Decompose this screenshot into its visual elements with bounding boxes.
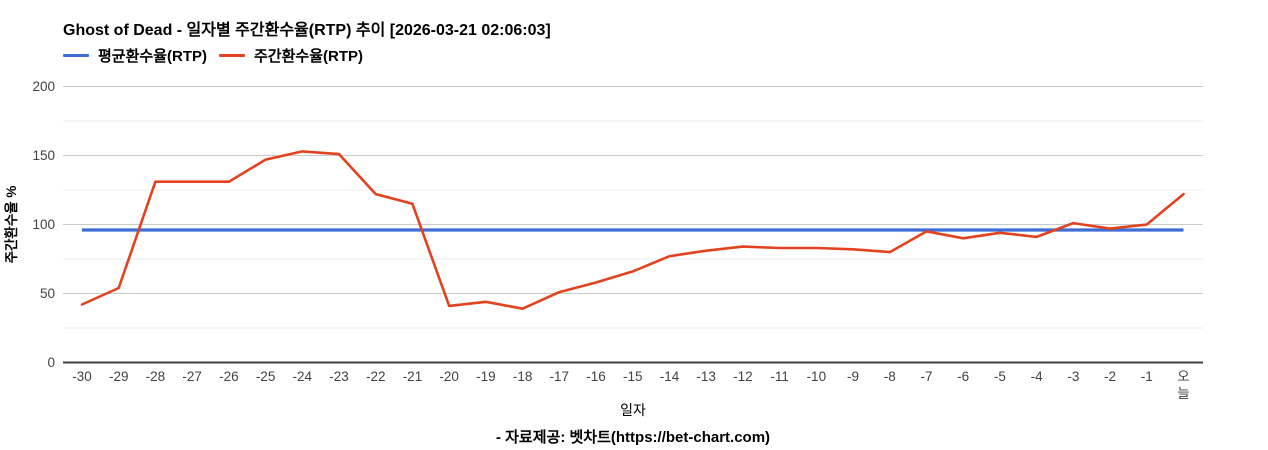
svg-text:-24: -24 (293, 369, 313, 384)
svg-text:-22: -22 (366, 369, 386, 384)
svg-text:-4: -4 (1031, 369, 1043, 384)
average-rtp-line-swatch (63, 53, 89, 58)
svg-text:-28: -28 (146, 369, 166, 384)
svg-text:-9: -9 (847, 369, 859, 384)
x-axis-title: 일자 (620, 402, 646, 418)
svg-text:-15: -15 (623, 369, 643, 384)
svg-text:-25: -25 (256, 369, 276, 384)
svg-text:50: 50 (40, 286, 55, 301)
svg-text:주간환수율 %: 주간환수율 % (3, 186, 19, 264)
svg-text:-26: -26 (219, 369, 239, 384)
svg-text:150: 150 (32, 148, 55, 163)
svg-text:-18: -18 (513, 369, 533, 384)
svg-text:-10: -10 (807, 369, 827, 384)
legend-label-average-rtp: 평균환수율(RTP) (98, 48, 207, 65)
legend-item-weekly-rtp: 주간환수율(RTP) (219, 45, 363, 66)
legend-item-average-rtp: 평균환수율(RTP) (63, 45, 207, 66)
svg-text:-11: -11 (770, 369, 789, 384)
svg-text:-1: -1 (1141, 369, 1153, 384)
legend-label-weekly-rtp: 주간환수율(RTP) (254, 48, 363, 65)
svg-text:-13: -13 (696, 369, 716, 384)
svg-text:-27: -27 (182, 369, 202, 384)
svg-text:200: 200 (32, 79, 55, 94)
svg-text:-12: -12 (733, 369, 753, 384)
svg-text:100: 100 (32, 217, 55, 232)
svg-text:-2: -2 (1104, 369, 1116, 384)
svg-text:-21: -21 (403, 369, 423, 384)
chart-title: Ghost of Dead - 일자별 주간환수율(RTP) 추이 [2026-… (63, 22, 551, 39)
data-source-credit: - 자료제공: 벳차트(https://bet-chart.com) (495, 429, 771, 446)
svg-text:-6: -6 (957, 369, 969, 384)
svg-text:-30: -30 (72, 369, 92, 384)
svg-text:-8: -8 (884, 369, 896, 384)
svg-text:-17: -17 (550, 369, 570, 384)
svg-text:-14: -14 (660, 369, 680, 384)
svg-text:-29: -29 (109, 369, 129, 384)
svg-text:-23: -23 (329, 369, 349, 384)
svg-text:-5: -5 (994, 369, 1006, 384)
svg-text:0: 0 (47, 355, 55, 370)
chart-legend: 평균환수율(RTP) 주간환수율(RTP) (63, 45, 363, 66)
svg-text:-19: -19 (476, 369, 496, 384)
weekly-rtp-line-swatch (219, 53, 245, 58)
svg-text:오늘: 오늘 (1177, 369, 1189, 401)
svg-text:-7: -7 (920, 369, 932, 384)
svg-text:-20: -20 (439, 369, 459, 384)
svg-text:-16: -16 (586, 369, 606, 384)
svg-text:-3: -3 (1067, 369, 1079, 384)
